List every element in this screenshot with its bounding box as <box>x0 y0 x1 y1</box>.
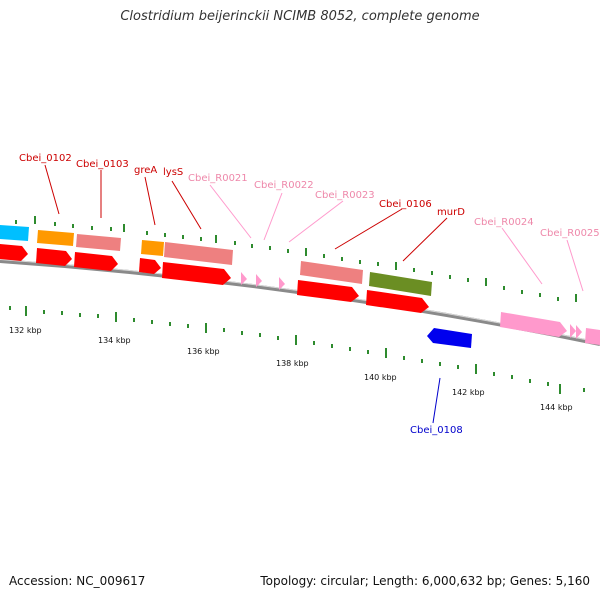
cds-arrow-6 <box>297 280 359 302</box>
cds-arrow-1 <box>0 244 28 261</box>
trna-r0024b-mark <box>570 324 576 338</box>
gene-label-cbei-0103: Cbei_0103 <box>76 159 129 170</box>
tick-label-134: 134 kbp <box>98 336 131 345</box>
genome-backbone-highlight <box>0 259 600 343</box>
tick-labels: 132 kbp 134 kbp 136 kbp 138 kbp 140 kbp … <box>9 326 573 412</box>
gene-grea-box <box>141 240 164 256</box>
cds-arrow-4 <box>139 258 161 274</box>
gene-cbei-0103-box <box>76 234 121 251</box>
tick-label-136: 136 kbp <box>187 347 220 356</box>
trna-r0023-mark <box>279 277 285 290</box>
gene-label-cbei-r0024: Cbei_R0024 <box>474 217 534 228</box>
trna-r0021-mark <box>241 272 247 285</box>
gene-features <box>0 225 600 348</box>
inner-tick-row <box>9 306 585 394</box>
trna-r0024c-mark <box>576 325 582 339</box>
gene-lyss-box <box>164 242 233 265</box>
gene-cbei-0108-arrow <box>427 328 472 348</box>
tick-label-138: 138 kbp <box>276 359 309 368</box>
genome-backbone <box>0 259 600 346</box>
tick-label-142: 142 kbp <box>452 388 485 397</box>
gene-cyan-box <box>0 225 29 241</box>
accession-text: Accession: NC_009617 <box>9 574 146 588</box>
gene-labels: Cbei_0102 Cbei_0103 greA lysS Cbei_R0021… <box>19 153 600 436</box>
gene-label-cbei-0102: Cbei_0102 <box>19 153 72 164</box>
gene-label-cbei-r0025: Cbei_R0025 <box>540 228 600 239</box>
gene-label-cbei-0108: Cbei_0108 <box>410 425 463 436</box>
gene-label-cbei-r0023: Cbei_R0023 <box>315 190 375 201</box>
rrna-r0025-arrow <box>585 328 600 345</box>
gene-label-cbei-r0022: Cbei_R0022 <box>254 180 314 191</box>
rrna-r0024-arrow <box>500 312 567 337</box>
genome-summary-text: Topology: circular; Length: 6,000,632 bp… <box>260 574 590 588</box>
gene-cbei-0102-box <box>37 230 74 246</box>
gene-murd-box <box>369 272 432 296</box>
outer-tick-row <box>15 216 577 302</box>
gene-cbei-0106-top-box <box>300 261 363 284</box>
gene-label-grea: greA <box>134 165 157 176</box>
gene-label-cbei-0106: Cbei_0106 <box>379 199 432 210</box>
map-title: Clostridium beijerinckii NCIMB 8052, com… <box>120 9 480 24</box>
label-leaders <box>44 164 584 424</box>
cds-arrow-5 <box>162 262 231 285</box>
cds-arrow-2 <box>36 248 72 266</box>
cds-arrow-7 <box>366 290 429 313</box>
trna-r0022-mark <box>256 274 262 287</box>
gene-label-murd: murD <box>437 207 465 218</box>
cds-arrow-3 <box>74 252 118 271</box>
tick-label-132: 132 kbp <box>9 326 42 335</box>
gene-label-cbei-r0021: Cbei_R0021 <box>188 173 248 184</box>
tick-label-144: 144 kbp <box>540 403 573 412</box>
gene-label-lyss: lysS <box>163 167 183 178</box>
tick-label-140: 140 kbp <box>364 373 397 382</box>
